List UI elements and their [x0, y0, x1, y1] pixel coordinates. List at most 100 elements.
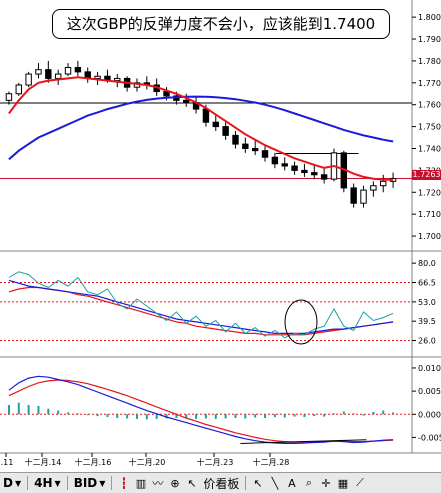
- date-tick-label: 十二月.28: [253, 457, 290, 467]
- macd-histogram-bar: [293, 414, 296, 417]
- candle-body: [261, 150, 269, 158]
- macd-histogram-bar: [352, 413, 355, 415]
- magnifier-icon[interactable]: ⌕: [305, 476, 313, 489]
- oscillator-tick-label: 66.5: [418, 279, 436, 288]
- oscillator-fast-line: [8, 271, 394, 339]
- macd-histogram-bar: [27, 405, 30, 415]
- grid-icon[interactable]: ▦: [337, 476, 349, 490]
- candle-body: [380, 180, 387, 187]
- macd-histogram-bar: [175, 414, 178, 418]
- macd-histogram-bar: [37, 405, 40, 415]
- macd-trend-line: [240, 439, 367, 444]
- macd-histogram-bar: [145, 414, 148, 420]
- candle-body: [370, 185, 377, 191]
- macd-signal-line: [8, 379, 394, 443]
- macd-histogram-bar: [332, 413, 335, 415]
- price-tick-label: 1.7500: [418, 123, 441, 132]
- candle-body: [54, 73, 62, 79]
- candle-body: [183, 99, 190, 104]
- title-annotation: 这次GBP的反弹力度不会小，应该能到1.7400: [52, 9, 390, 39]
- price-tick-label: 1.7000: [418, 232, 441, 241]
- candle-body: [163, 91, 170, 97]
- feed-label: BID: [73, 476, 98, 490]
- chevron-down-icon: ▼: [99, 478, 106, 488]
- candle-body: [5, 93, 13, 101]
- candle-body: [271, 156, 279, 165]
- macd-histogram-bar: [372, 411, 375, 415]
- toolbar-separator: [245, 476, 247, 490]
- oscillator-red-line: [8, 286, 394, 336]
- macd-histogram-bar: [323, 414, 326, 417]
- macd-histogram-bar: [254, 414, 257, 418]
- macd-histogram-bar: [273, 414, 276, 418]
- macd-histogram-bar: [165, 414, 168, 419]
- candle-body: [45, 69, 52, 79]
- candle-body: [202, 108, 210, 123]
- candlestick-icon[interactable]: ▥: [135, 476, 147, 490]
- chart-toolbar: D ▼ 4H ▼ BID ▼ ┇ ▥ 〰 ⊕ ↖ 价看板 ↖ ╲ A ⌕ ✛ ▦ ⟋: [0, 472, 441, 493]
- candle-body: [251, 147, 259, 152]
- macd-histogram-bar: [126, 414, 129, 419]
- period-d-label: D: [3, 476, 13, 490]
- current-price-tag: 1.7263: [412, 170, 441, 180]
- candle-body: [114, 77, 121, 82]
- date-tick-label: 十二月.14: [25, 457, 62, 467]
- bar-chart-icon[interactable]: ┇: [120, 476, 128, 490]
- candle-body: [232, 134, 239, 145]
- feed-dropdown[interactable]: BID ▼: [71, 474, 109, 492]
- chevron-down-icon: ▼: [14, 478, 22, 488]
- candle-body: [212, 121, 219, 128]
- candle-body: [291, 165, 298, 171]
- macd-tick-label: 0.000: [418, 410, 441, 419]
- oscillator-tick-label: 53.0: [418, 298, 436, 307]
- macd-histogram-bar: [264, 414, 267, 418]
- timeframe-dropdown[interactable]: 4H ▼: [31, 474, 64, 492]
- zoom-in-icon[interactable]: ⊕: [170, 476, 180, 490]
- macd-histogram-bar: [224, 414, 227, 419]
- timeframe-label: 4H: [34, 476, 53, 490]
- date-tick-label: 十二月.23: [197, 457, 234, 467]
- candle-body: [35, 69, 42, 75]
- macd-histogram-bar: [155, 414, 158, 419]
- macd-histogram-bar: [313, 414, 316, 417]
- candle-body: [25, 73, 32, 86]
- macd-histogram-bar: [96, 414, 99, 417]
- macd-histogram-bar: [17, 402, 20, 415]
- macd-histogram-bar: [135, 414, 138, 419]
- pointer-icon[interactable]: ↖: [253, 476, 263, 490]
- price-tick-label: 1.7600: [418, 101, 441, 110]
- line-chart-icon[interactable]: 〰: [152, 477, 164, 490]
- macd-histogram-bar: [185, 414, 188, 419]
- oscillator-signal-line: [8, 279, 394, 334]
- candle-body: [301, 169, 308, 174]
- cursor-icon[interactable]: ↖: [187, 476, 197, 490]
- oscillator-tick-label: 80.0: [418, 259, 436, 268]
- chart-view-label[interactable]: 价看板: [203, 476, 240, 491]
- candle-body: [74, 66, 82, 73]
- period-d-dropdown[interactable]: D ▼: [0, 474, 24, 492]
- macd-histogram-bar: [76, 413, 79, 415]
- macd-histogram-bar: [86, 414, 89, 416]
- macd-histogram-bar: [342, 411, 345, 415]
- trend-icon[interactable]: ⟋: [356, 476, 364, 489]
- candle-body: [350, 187, 357, 204]
- macd-histogram-bar: [392, 412, 395, 415]
- macd-main-line: [8, 375, 394, 444]
- price-tick-label: 1.7800: [418, 57, 441, 66]
- macd-histogram-bar: [382, 410, 385, 415]
- candle-body: [311, 172, 318, 176]
- macd-histogram-bar: [362, 414, 365, 416]
- oscillator-tick-label: 39.5: [418, 317, 436, 326]
- crosshair-icon[interactable]: ✛: [321, 476, 331, 490]
- macd-histogram-bar: [234, 414, 237, 418]
- draw-line-icon[interactable]: ╲: [271, 476, 279, 490]
- toolbar-separator: [27, 476, 29, 490]
- macd-histogram-bar: [195, 414, 198, 419]
- toolbar-separator: [66, 476, 68, 490]
- text-tool-icon[interactable]: A: [288, 476, 296, 490]
- macd-histogram-bar: [204, 414, 207, 419]
- price-tick-label: 1.7400: [418, 144, 441, 153]
- candle-body: [281, 163, 288, 167]
- toolbar-separator: [111, 476, 113, 490]
